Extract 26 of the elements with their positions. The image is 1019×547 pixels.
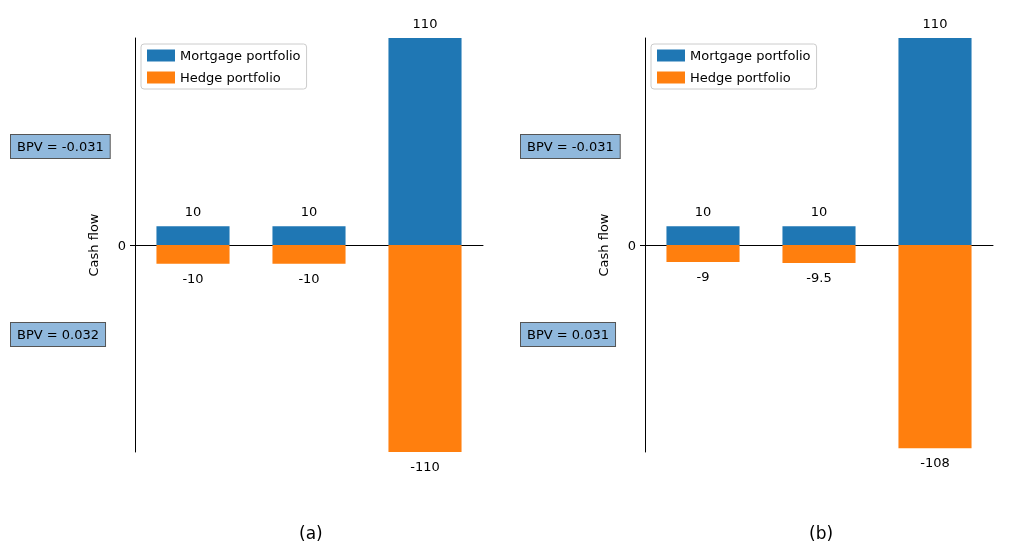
y-axis-title: Cash flow bbox=[596, 213, 611, 277]
data-label: 10 bbox=[810, 204, 828, 220]
text: BPV = -0.031 bbox=[17, 139, 104, 154]
data-label: -10 bbox=[298, 270, 320, 286]
data-label: 10 bbox=[184, 204, 202, 220]
data-label: -108 bbox=[920, 455, 950, 471]
legend-label: Hedge portfolio bbox=[180, 70, 281, 85]
legend-label: Mortgage portfolio bbox=[690, 48, 811, 63]
legend-label: Mortgage portfolio bbox=[180, 48, 301, 63]
text: BPV = -0.031 bbox=[527, 139, 614, 154]
data-label: -110 bbox=[410, 459, 440, 474]
x-axis-title: (b) bbox=[809, 522, 834, 543]
legend-label: Hedge portfolio bbox=[690, 70, 791, 85]
data-label: 110 bbox=[922, 16, 948, 31]
text: 0 bbox=[627, 237, 636, 253]
data-label: -10 bbox=[182, 270, 204, 286]
text: BPV = 0.031 bbox=[527, 327, 610, 342]
x-axis-title: (a) bbox=[299, 522, 323, 543]
data-label: 10 bbox=[300, 204, 318, 220]
data-label: 10 bbox=[694, 204, 712, 220]
text: BPV = 0.032 bbox=[17, 327, 100, 342]
data-label: -9 bbox=[696, 268, 710, 284]
text: 0 bbox=[117, 237, 126, 253]
data-label: -9.5 bbox=[806, 269, 832, 285]
y-axis-title: Cash flow bbox=[86, 213, 101, 277]
data-label: 110 bbox=[412, 16, 438, 31]
